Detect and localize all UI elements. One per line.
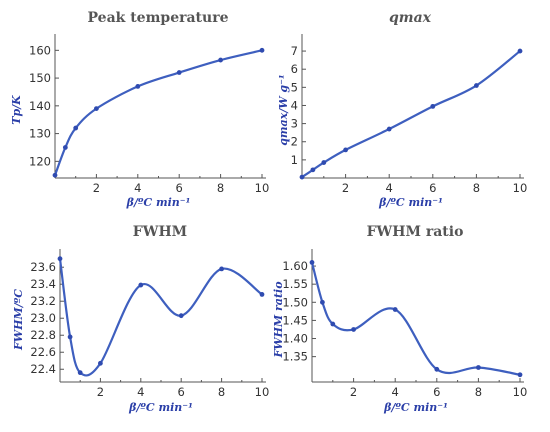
x-tick-label: 6 bbox=[429, 181, 436, 195]
data-point bbox=[386, 126, 392, 132]
y-tick-label: 23.0 bbox=[30, 311, 56, 325]
data-point bbox=[77, 370, 83, 376]
y-tick-label: 3 bbox=[291, 117, 298, 131]
data-point bbox=[98, 360, 103, 366]
data-point bbox=[219, 266, 225, 272]
series-line bbox=[300, 49, 522, 179]
x-tick-label: 2 bbox=[97, 385, 104, 399]
y-axis-label: FWHM/ºC bbox=[12, 289, 25, 351]
y-tick-label: 5 bbox=[291, 80, 298, 94]
x-tick-label: 6 bbox=[176, 181, 183, 195]
data-point bbox=[343, 147, 348, 153]
data-point bbox=[309, 260, 315, 265]
y-tick-label: 1.50 bbox=[282, 295, 308, 309]
x-tick-label: 4 bbox=[386, 181, 393, 195]
x-tick-label: 10 bbox=[255, 181, 270, 195]
x-tick-label: 8 bbox=[475, 385, 482, 399]
x-axis-label: β/ºC min⁻¹ bbox=[383, 401, 448, 414]
x-tick-label: 8 bbox=[217, 181, 224, 195]
y-tick-label: 23.2 bbox=[30, 294, 56, 308]
y-tick-label: 4 bbox=[291, 98, 298, 112]
data-point bbox=[310, 167, 316, 173]
x-axis-label: β/ºC min⁻¹ bbox=[128, 401, 193, 414]
y-axis-label: qmax/W g⁻¹ bbox=[277, 74, 290, 146]
data-point bbox=[62, 145, 68, 150]
x-tick-label: 2 bbox=[350, 385, 357, 399]
data-point bbox=[73, 125, 79, 131]
series-line bbox=[58, 257, 264, 377]
y-tick-label: 22.6 bbox=[30, 345, 56, 359]
x-tick-label: 2 bbox=[93, 181, 100, 195]
y-tick-label: 1.45 bbox=[282, 313, 308, 327]
x-tick-label: 2 bbox=[342, 181, 349, 195]
data-point bbox=[259, 47, 265, 53]
y-tick-label: 7 bbox=[291, 44, 298, 58]
y-tick-label: 1.55 bbox=[282, 277, 308, 291]
chart-title: Peak temperature bbox=[88, 10, 229, 26]
data-point bbox=[517, 48, 523, 54]
y-tick-label: 150 bbox=[29, 71, 51, 85]
data-point bbox=[176, 70, 182, 75]
x-axis-label: β/ºC min⁻¹ bbox=[378, 196, 443, 209]
x-tick-label: 10 bbox=[255, 385, 270, 399]
data-point bbox=[476, 365, 481, 370]
y-tick-label: 1.60 bbox=[282, 259, 308, 273]
data-point bbox=[218, 57, 224, 63]
series-line bbox=[53, 49, 264, 177]
data-point bbox=[392, 307, 398, 312]
chart-title: FWHM ratio bbox=[367, 224, 464, 240]
x-tick-label: 10 bbox=[513, 385, 528, 399]
x-tick-label: 6 bbox=[433, 385, 440, 399]
y-tick-label: 6 bbox=[291, 62, 298, 76]
y-axis-label: Tp/K bbox=[10, 95, 23, 125]
data-point bbox=[330, 321, 336, 327]
data-point bbox=[321, 160, 327, 165]
data-point bbox=[351, 327, 356, 332]
y-tick-label: 22.8 bbox=[30, 328, 56, 342]
y-tick-label: 23.4 bbox=[30, 277, 56, 291]
x-tick-label: 6 bbox=[178, 385, 185, 399]
x-tick-label: 4 bbox=[137, 385, 144, 399]
chart-panel-1: Peak temperature 2 4 6 8 10 120 130 140 150 160 β/º… bbox=[10, 10, 269, 209]
y-tick-label: 160 bbox=[29, 43, 51, 57]
x-tick-label: 4 bbox=[392, 385, 399, 399]
data-point bbox=[517, 372, 523, 378]
data-point bbox=[67, 334, 73, 340]
data-point bbox=[430, 103, 436, 109]
chart-title: qmax bbox=[389, 10, 432, 26]
chart-title: FWHM bbox=[133, 224, 187, 240]
data-point bbox=[259, 292, 265, 297]
y-tick-label: 120 bbox=[29, 154, 51, 168]
x-tick-label: 4 bbox=[134, 181, 141, 195]
data-point bbox=[434, 366, 440, 372]
y-tick-label: 1.35 bbox=[282, 350, 308, 364]
data-point bbox=[138, 282, 144, 288]
x-tick-label: 10 bbox=[513, 181, 528, 195]
y-tick-label: 140 bbox=[29, 99, 51, 113]
y-tick-label: 1.40 bbox=[282, 332, 308, 346]
chart-panel-4: FWHM ratio 2 4 6 8 10 1.35 1.40 1.45 1.50 1.55 1.60… bbox=[272, 224, 527, 414]
data-point bbox=[57, 256, 63, 262]
chart-panel-3: FWHM 2 4 6 8 10 22.4 22.6 22.8 23.0 23.2 23.4 23.6 β/… bbox=[12, 224, 269, 414]
data-point bbox=[474, 83, 479, 88]
y-tick-label: 2 bbox=[291, 135, 298, 149]
x-axis-label: β/ºC min⁻¹ bbox=[126, 196, 191, 209]
data-point bbox=[178, 313, 184, 319]
series-line bbox=[310, 261, 522, 376]
data-point bbox=[299, 174, 305, 180]
y-tick-label: 22.4 bbox=[30, 362, 56, 376]
x-tick-label: 8 bbox=[218, 385, 225, 399]
data-point bbox=[52, 172, 58, 178]
data-point bbox=[135, 84, 141, 89]
y-axis-label: FWHM ratio bbox=[272, 281, 285, 358]
y-tick-label: 130 bbox=[29, 127, 51, 141]
y-tick-label: 1 bbox=[291, 153, 298, 167]
x-tick-label: 8 bbox=[473, 181, 480, 195]
data-point bbox=[94, 106, 99, 112]
data-point bbox=[320, 299, 325, 305]
y-tick-label: 23.6 bbox=[30, 260, 56, 274]
